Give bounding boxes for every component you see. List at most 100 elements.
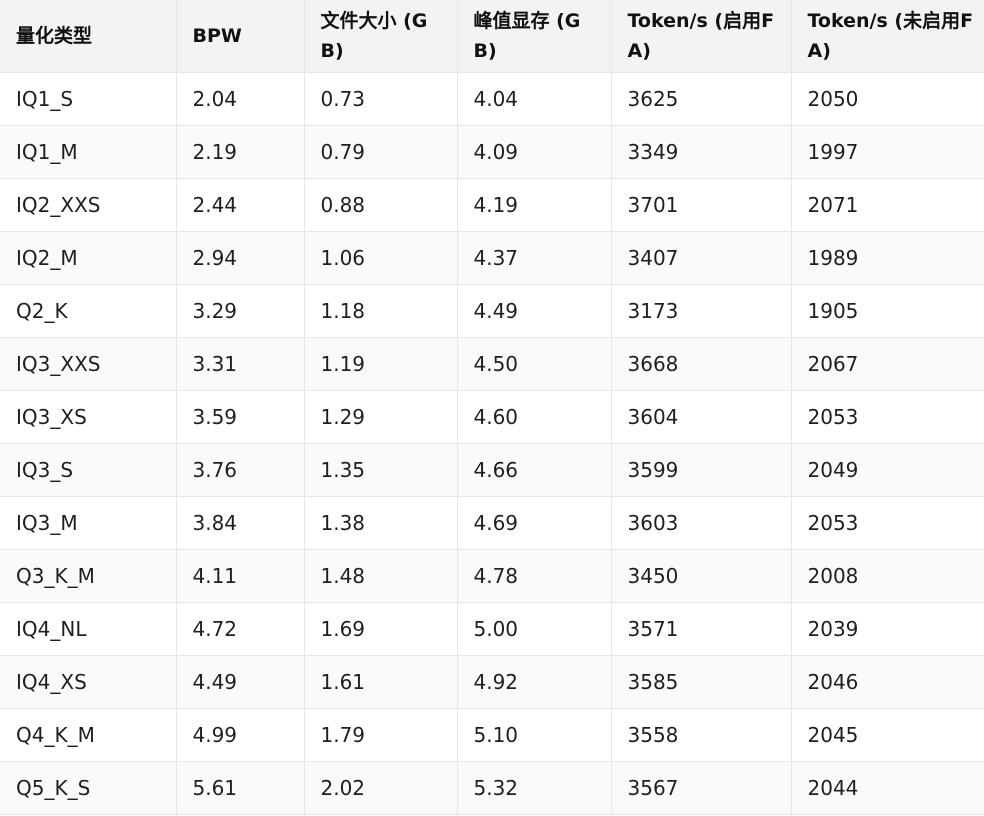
header-tokens-fa-on: Token/s (启用FA) bbox=[611, 0, 792, 73]
tokens-fa-on-cell: 3450 bbox=[611, 549, 792, 603]
file-size-cell: 1.38 bbox=[304, 496, 458, 550]
table-row: Q5_K_S 5.61 2.02 5.32 3567 2044 bbox=[0, 761, 984, 815]
peak-vram-cell: 5.00 bbox=[457, 602, 612, 656]
tokens-fa-off-cell: 2049 bbox=[791, 443, 984, 497]
table-row: IQ1_S 2.04 0.73 4.04 3625 2050 bbox=[0, 72, 984, 126]
header-file-size: 文件大小 (GB) bbox=[304, 0, 458, 73]
tokens-fa-off-cell: 2071 bbox=[791, 178, 984, 232]
peak-vram-cell: 4.66 bbox=[457, 443, 612, 497]
file-size-cell: 0.73 bbox=[304, 72, 458, 126]
table-row: IQ4_XS 4.49 1.61 4.92 3585 2046 bbox=[0, 655, 984, 709]
tokens-fa-on-cell: 3558 bbox=[611, 708, 792, 762]
bpw-cell: 3.76 bbox=[176, 443, 305, 497]
tokens-fa-off-cell: 2046 bbox=[791, 655, 984, 709]
bpw-cell: 2.94 bbox=[176, 231, 305, 285]
tokens-fa-off-cell: 2050 bbox=[791, 72, 984, 126]
tokens-fa-on-cell: 3599 bbox=[611, 443, 792, 497]
file-size-cell: 1.79 bbox=[304, 708, 458, 762]
table-row: IQ1_M 2.19 0.79 4.09 3349 1997 bbox=[0, 125, 984, 179]
header-bpw: BPW bbox=[176, 0, 305, 73]
table-row: IQ3_XS 3.59 1.29 4.60 3604 2053 bbox=[0, 390, 984, 444]
header-tokens-fa-off: Token/s (未启用FA) bbox=[791, 0, 984, 73]
peak-vram-cell: 4.92 bbox=[457, 655, 612, 709]
quant-type-cell: IQ4_NL bbox=[0, 602, 177, 656]
file-size-cell: 0.79 bbox=[304, 125, 458, 179]
file-size-cell: 1.29 bbox=[304, 390, 458, 444]
peak-vram-cell: 4.60 bbox=[457, 390, 612, 444]
table-row: Q2_K 3.29 1.18 4.49 3173 1905 bbox=[0, 284, 984, 338]
file-size-cell: 1.48 bbox=[304, 549, 458, 603]
bpw-cell: 2.04 bbox=[176, 72, 305, 126]
bpw-cell: 3.59 bbox=[176, 390, 305, 444]
table-row: IQ3_S 3.76 1.35 4.66 3599 2049 bbox=[0, 443, 984, 497]
tokens-fa-off-cell: 2067 bbox=[791, 337, 984, 391]
tokens-fa-on-cell: 3349 bbox=[611, 125, 792, 179]
table-row: Q4_K_M 4.99 1.79 5.10 3558 2045 bbox=[0, 708, 984, 762]
bpw-cell: 4.11 bbox=[176, 549, 305, 603]
file-size-cell: 2.02 bbox=[304, 761, 458, 815]
table-row: IQ2_XXS 2.44 0.88 4.19 3701 2071 bbox=[0, 178, 984, 232]
file-size-cell: 1.19 bbox=[304, 337, 458, 391]
quant-type-cell: IQ3_XS bbox=[0, 390, 177, 444]
bpw-cell: 2.44 bbox=[176, 178, 305, 232]
bpw-cell: 3.31 bbox=[176, 337, 305, 391]
tokens-fa-off-cell: 1905 bbox=[791, 284, 984, 338]
bpw-cell: 4.72 bbox=[176, 602, 305, 656]
quant-type-cell: IQ3_S bbox=[0, 443, 177, 497]
quant-type-cell: IQ2_XXS bbox=[0, 178, 177, 232]
quant-type-cell: Q3_K_M bbox=[0, 549, 177, 603]
peak-vram-cell: 4.49 bbox=[457, 284, 612, 338]
bpw-cell: 4.99 bbox=[176, 708, 305, 762]
tokens-fa-off-cell: 1997 bbox=[791, 125, 984, 179]
table-row: IQ3_M 3.84 1.38 4.69 3603 2053 bbox=[0, 496, 984, 550]
peak-vram-cell: 4.19 bbox=[457, 178, 612, 232]
header-row: 量化类型 BPW 文件大小 (GB) 峰值显存 (GB) Token/s (启用… bbox=[0, 0, 984, 73]
quant-type-cell: Q4_K_M bbox=[0, 708, 177, 762]
bpw-cell: 4.49 bbox=[176, 655, 305, 709]
file-size-cell: 1.35 bbox=[304, 443, 458, 497]
bpw-cell: 5.61 bbox=[176, 761, 305, 815]
quant-type-cell: IQ2_M bbox=[0, 231, 177, 285]
file-size-cell: 1.18 bbox=[304, 284, 458, 338]
peak-vram-cell: 4.09 bbox=[457, 125, 612, 179]
table-header: 量化类型 BPW 文件大小 (GB) 峰值显存 (GB) Token/s (启用… bbox=[0, 0, 984, 73]
bpw-cell: 2.19 bbox=[176, 125, 305, 179]
tokens-fa-off-cell: 2053 bbox=[791, 496, 984, 550]
tokens-fa-off-cell: 2053 bbox=[791, 390, 984, 444]
tokens-fa-off-cell: 2044 bbox=[791, 761, 984, 815]
quant-type-cell: IQ4_XS bbox=[0, 655, 177, 709]
file-size-cell: 0.88 bbox=[304, 178, 458, 232]
peak-vram-cell: 5.10 bbox=[457, 708, 612, 762]
tokens-fa-off-cell: 2045 bbox=[791, 708, 984, 762]
tokens-fa-on-cell: 3625 bbox=[611, 72, 792, 126]
file-size-cell: 1.61 bbox=[304, 655, 458, 709]
header-peak-vram: 峰值显存 (GB) bbox=[457, 0, 612, 73]
tokens-fa-on-cell: 3603 bbox=[611, 496, 792, 550]
header-quant-type: 量化类型 bbox=[0, 0, 177, 73]
tokens-fa-on-cell: 3571 bbox=[611, 602, 792, 656]
quant-type-cell: Q5_K_S bbox=[0, 761, 177, 815]
bpw-cell: 3.84 bbox=[176, 496, 305, 550]
tokens-fa-on-cell: 3567 bbox=[611, 761, 792, 815]
file-size-cell: 1.06 bbox=[304, 231, 458, 285]
table-row: IQ4_NL 4.72 1.69 5.00 3571 2039 bbox=[0, 602, 984, 656]
table-row: IQ2_M 2.94 1.06 4.37 3407 1989 bbox=[0, 231, 984, 285]
tokens-fa-on-cell: 3407 bbox=[611, 231, 792, 285]
peak-vram-cell: 4.50 bbox=[457, 337, 612, 391]
tokens-fa-on-cell: 3701 bbox=[611, 178, 792, 232]
tokens-fa-on-cell: 3173 bbox=[611, 284, 792, 338]
tokens-fa-on-cell: 3604 bbox=[611, 390, 792, 444]
peak-vram-cell: 4.37 bbox=[457, 231, 612, 285]
peak-vram-cell: 5.32 bbox=[457, 761, 612, 815]
quant-type-cell: IQ3_M bbox=[0, 496, 177, 550]
tokens-fa-off-cell: 2008 bbox=[791, 549, 984, 603]
file-size-cell: 1.69 bbox=[304, 602, 458, 656]
peak-vram-cell: 4.04 bbox=[457, 72, 612, 126]
table-row: IQ3_XXS 3.31 1.19 4.50 3668 2067 bbox=[0, 337, 984, 391]
tokens-fa-off-cell: 1989 bbox=[791, 231, 984, 285]
table-row: Q3_K_M 4.11 1.48 4.78 3450 2008 bbox=[0, 549, 984, 603]
tokens-fa-off-cell: 2039 bbox=[791, 602, 984, 656]
tokens-fa-on-cell: 3668 bbox=[611, 337, 792, 391]
quant-type-cell: IQ1_M bbox=[0, 125, 177, 179]
